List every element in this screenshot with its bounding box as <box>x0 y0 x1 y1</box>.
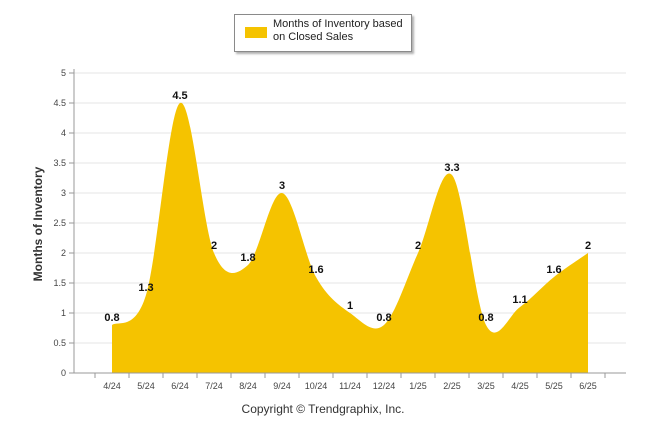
data-label: 0.8 <box>376 312 391 324</box>
y-tick-label: 0 <box>61 368 66 378</box>
data-label: 0.8 <box>478 312 493 324</box>
data-label: 2 <box>585 240 591 252</box>
y-tick-label: 0.5 <box>53 338 66 348</box>
y-tick-label: 3 <box>61 188 66 198</box>
y-tick-label: 4.5 <box>53 98 66 108</box>
data-label: 1.1 <box>512 294 527 306</box>
legend-label: Months of Inventory based on Closed Sale… <box>273 18 403 43</box>
data-label: 1.6 <box>546 264 561 276</box>
x-tick-label: 6/25 <box>579 381 597 391</box>
x-tick-label: 9/24 <box>273 381 291 391</box>
data-label: 1.3 <box>138 282 153 294</box>
data-label: 4.5 <box>172 90 187 102</box>
x-tick-label: 11/24 <box>339 381 361 391</box>
x-tick-label: 5/24 <box>137 381 155 391</box>
y-tick-label: 1.5 <box>53 278 66 288</box>
x-tick-label: 4/24 <box>103 381 121 391</box>
legend: Months of Inventory based on Closed Sale… <box>234 14 412 52</box>
data-labels: 0.8 1.3 4.5 2 1.8 3 1.6 1 0.8 2 3.3 0.8 1.1 1.6 2 <box>104 90 591 324</box>
x-tick-label: 5/25 <box>545 381 563 391</box>
x-tick-label: 1/25 <box>409 381 427 391</box>
legend-swatch <box>245 27 267 38</box>
y-tick-label: 2 <box>61 248 66 258</box>
x-tick-label: 6/24 <box>171 381 189 391</box>
x-tick-label: 3/25 <box>477 381 495 391</box>
y-axis-title: Months of Inventory <box>31 166 45 281</box>
area-series <box>112 102 588 374</box>
x-axis: 4/24 5/24 6/24 7/24 8/24 9/24 10/24 11/24 12/24 1… <box>74 372 626 391</box>
data-label: 1 <box>347 300 353 312</box>
x-tick-label: 8/24 <box>239 381 257 391</box>
y-tick-label: 4 <box>61 128 66 138</box>
y-tick-label: 1 <box>61 308 66 318</box>
x-tick-label: 4/25 <box>511 381 529 391</box>
x-tick-label: 12/24 <box>373 381 396 391</box>
x-tick-label: 10/24 <box>305 381 328 391</box>
data-label: 2 <box>415 240 421 252</box>
y-axis: 0 0.5 1 1.5 2 2.5 3 3.5 4 4.5 5 <box>53 68 75 378</box>
y-tick-label: 5 <box>61 68 66 78</box>
y-tick-label: 2.5 <box>53 218 66 228</box>
data-label: 3 <box>279 180 285 192</box>
copyright-footer: Copyright © Trendgraphix, Inc. <box>241 402 405 416</box>
data-label: 2 <box>211 240 217 252</box>
x-tick-label: 7/24 <box>205 381 223 391</box>
data-label: 3.3 <box>444 162 459 174</box>
x-tick-label: 2/25 <box>443 381 461 391</box>
data-label: 0.8 <box>104 312 119 324</box>
data-label: 1.6 <box>308 264 323 276</box>
y-tick-label: 3.5 <box>53 158 66 168</box>
data-label: 1.8 <box>240 252 255 264</box>
